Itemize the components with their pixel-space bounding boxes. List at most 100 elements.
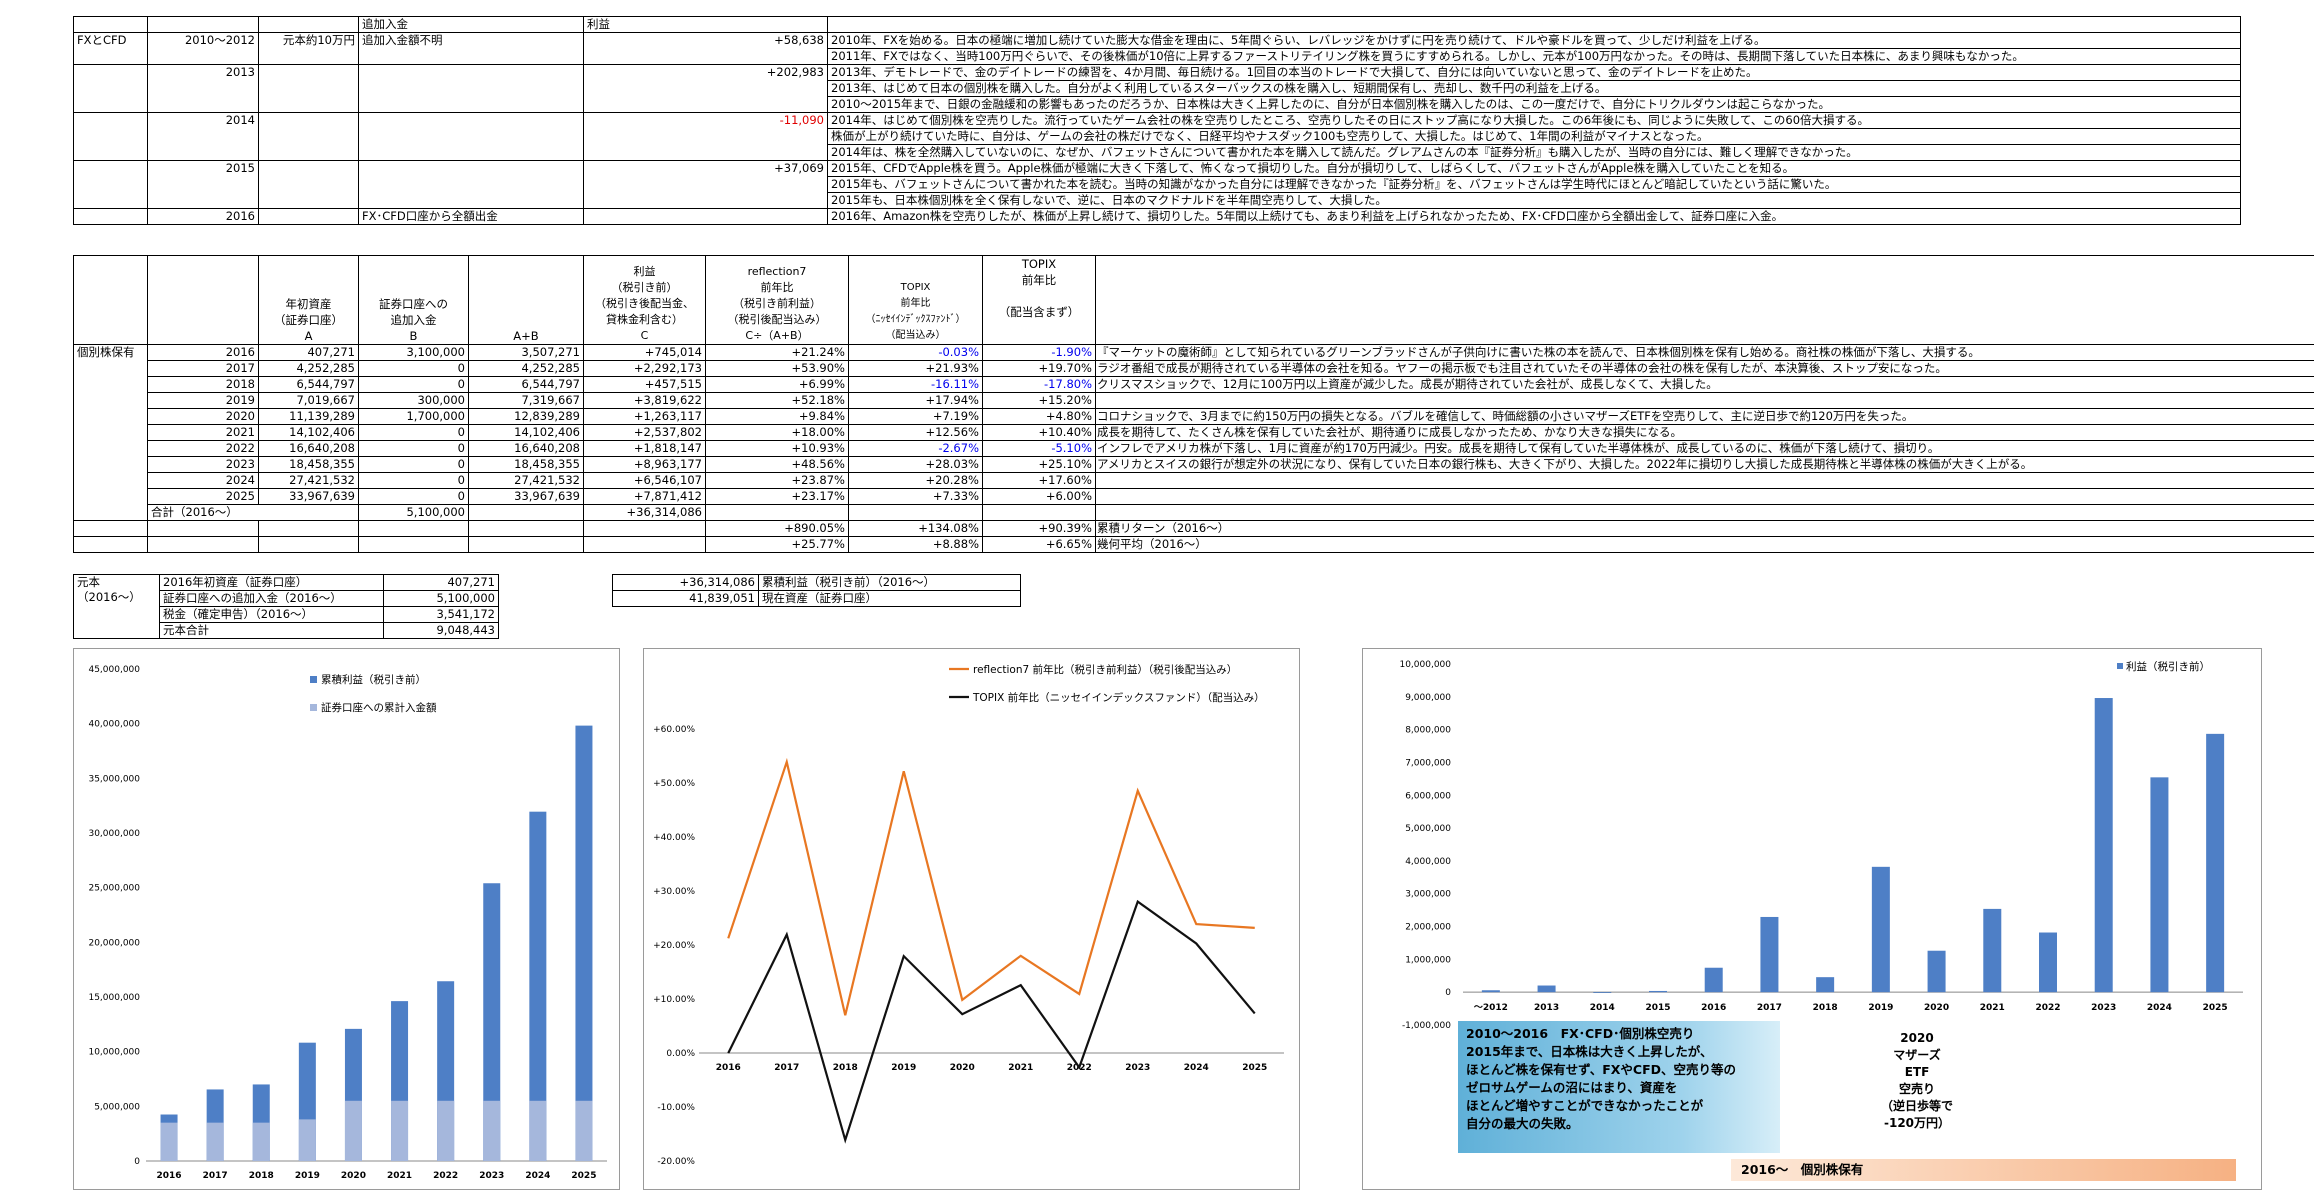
t1-extra xyxy=(358,128,584,145)
x-tick-label: 2013 xyxy=(1534,1003,1559,1013)
t2-topix-index: +4.80% xyxy=(982,408,1096,425)
t1-row: 2014年は、株を全然購入していないのに、なぜか、バフェットさんについて書かれた… xyxy=(73,144,2241,161)
profit-bar xyxy=(1983,908,2002,993)
t1-profit xyxy=(583,192,828,209)
x-tick-label: 2018 xyxy=(1813,1003,1838,1013)
t1-category xyxy=(73,128,148,145)
x-tick-label: 2020 xyxy=(1924,1003,1949,1013)
profit-bar xyxy=(1871,866,1890,993)
yoy-return-chart: -20.00% -10.00% 0.00% +10.00% +20.00% +30.00%… xyxy=(643,648,1300,1190)
t1-profit xyxy=(583,80,828,97)
y-tick-label: +20.00% xyxy=(653,941,695,951)
t1-base: 元本約10万円 xyxy=(258,32,359,49)
x-tick-label: 2024 xyxy=(1184,1063,1209,1073)
t2-ab: 27,421,532 xyxy=(468,472,584,489)
x-tick-label: 2020 xyxy=(950,1063,975,1073)
t2-avg-topix-fund: +8.88% xyxy=(848,536,983,553)
t2-year: 2022 xyxy=(147,440,259,457)
deposit-bar xyxy=(344,1100,362,1161)
t2-note xyxy=(1095,392,2314,409)
deposit-bar xyxy=(252,1122,270,1161)
cell xyxy=(358,520,469,537)
principal-table: 元本 （2016～） 2016年初資産（証券口座） 407,271 証券口座への追加入… xyxy=(73,574,499,639)
t2-cum-label: 累積リターン（2016～） xyxy=(1095,520,2314,537)
y-tick-label: 40,000,000 xyxy=(88,720,140,730)
note-line: 2010～2016 FX･CFD･個別株空売り xyxy=(1466,1026,1695,1041)
t2-r7: +18.00% xyxy=(705,424,849,441)
x-tick-label: 2017 xyxy=(774,1063,799,1073)
t1-note-line: 株価が上がり続けていた時に、自分は、ゲームの会社の株だけでなく、日経平均やナスダ… xyxy=(827,128,2241,145)
t2-avg-label: 幾何平均（2016～） xyxy=(1095,536,2314,553)
t2-year: 2021 xyxy=(147,424,259,441)
t2-topix-fund: +20.28% xyxy=(848,472,983,489)
t1-row: 株価が上がり続けていた時に、自分は、ゲームの会社の株だけでなく、日経平均やナスダ… xyxy=(73,128,2241,145)
t2-a: 11,139,289 xyxy=(258,408,359,425)
t2-head-topix-index: TOPIX 前年比 （配当含まず） xyxy=(982,255,1096,345)
t1-extra xyxy=(358,80,584,97)
y-tick-label: +30.00% xyxy=(653,887,695,897)
y-tick-label: 25,000,000 xyxy=(88,884,140,894)
t2-topix-fund: -16.11% xyxy=(848,376,983,393)
t2-c: +2,292,173 xyxy=(583,360,706,377)
t1-head-profit: 利益 xyxy=(583,16,828,33)
t2-c: +745,014 xyxy=(583,344,706,361)
y-tick-label: 15,000,000 xyxy=(88,993,140,1003)
y-tick-label: 35,000,000 xyxy=(88,774,140,784)
t1-year xyxy=(147,192,259,209)
t4-label: 現在資産（証券口座） xyxy=(758,590,1021,607)
t2-topix-index: -5.10% xyxy=(982,440,1096,457)
t2-year: 2020 xyxy=(147,408,259,425)
t1-base xyxy=(258,144,359,161)
t2-head-ab: A+B xyxy=(468,255,584,345)
t1-note-line: 2015年、CFDでApple株を買う。Apple株価が極端に大きく下落して、怖… xyxy=(827,160,2241,177)
summary-table: +36,314,086 累積利益（税引き前）（2016～） 41,839,051 現在… xyxy=(612,574,1021,607)
t2-avg-row: +25.77% +8.88% +6.65% 幾何平均（2016～） xyxy=(73,536,2314,553)
y-tick-label: 45,000,000 xyxy=(88,665,140,675)
t2-year: 2017 xyxy=(147,360,259,377)
t1-year xyxy=(147,96,259,113)
t1-extra xyxy=(358,160,584,177)
t2-ab: 7,319,667 xyxy=(468,392,584,409)
y-tick-label: 8,000,000 xyxy=(1405,726,1451,736)
t2-topix-index: -17.80% xyxy=(982,376,1096,393)
t2-ab: 18,458,355 xyxy=(468,456,584,473)
profit-bar xyxy=(1927,950,1946,993)
y-tick-label: 20,000,000 xyxy=(88,938,140,948)
deposit-bar xyxy=(437,1100,455,1161)
t2-year: 2023 xyxy=(147,456,259,473)
t3-item: 証券口座への追加入金（2016～） xyxy=(159,590,384,607)
x-tick-label: 2023 xyxy=(479,1171,504,1181)
t2-avg-topix-index: +6.65% xyxy=(982,536,1096,553)
x-tick-label: 2019 xyxy=(1868,1003,1893,1013)
t1-category xyxy=(73,208,148,225)
t2-category xyxy=(73,360,148,377)
t2-note xyxy=(1095,488,2314,505)
x-tick-label: 2014 xyxy=(1590,1003,1615,1013)
profit-bar xyxy=(2094,698,2113,993)
cell xyxy=(468,504,584,521)
t1-note-line: 2011年、FXではなく、当時100万円ぐらいで、その後株価が10倍に上昇するフ… xyxy=(827,48,2241,65)
profit-bar xyxy=(2206,733,2225,993)
note-line: 空売り xyxy=(1898,1082,1935,1096)
t1-note-line: 2015年も、日本株個別株を全く保有しないで、逆に、日本のマクドナルドを半年間空… xyxy=(827,192,2241,209)
t1-note-line: 2016年、Amazon株を空売りしたが、株価が上昇し続けて、損切りした。5年間… xyxy=(827,208,2241,225)
cell xyxy=(73,520,148,537)
t3-value: 5,100,000 xyxy=(383,590,499,607)
t2-c: +2,537,802 xyxy=(583,424,706,441)
cell xyxy=(358,536,469,553)
t2-row: 2021 14,102,406 0 14,102,406 +2,537,802 +18.0… xyxy=(73,424,2314,441)
y-tick-label: 4,000,000 xyxy=(1405,857,1451,867)
t2-row: 2023 18,458,355 0 18,458,355 +8,963,177 +48.5… xyxy=(73,456,2314,473)
deposit-bar xyxy=(529,1100,547,1161)
legend-label: 利益（税引き前） xyxy=(2126,660,2210,673)
t1-profit: +37,069 xyxy=(583,160,828,177)
deposit-bar xyxy=(483,1100,501,1161)
t2-a: 27,421,532 xyxy=(258,472,359,489)
t2-head-b: 証券口座への 追加入金 B xyxy=(358,255,469,345)
note-line: ETF xyxy=(1904,1065,1930,1079)
t1-note-line: 2015年も、バフェットさんについて書かれた本を読む。当時の知識がなかった自分に… xyxy=(827,176,2241,193)
t3-value: 3,541,172 xyxy=(383,606,499,623)
t2-topix-fund: +28.03% xyxy=(848,456,983,473)
t2-row: 2025 33,967,639 0 33,967,639 +7,871,412 +23.1… xyxy=(73,488,2314,505)
t2-r7: +21.24% xyxy=(705,344,849,361)
